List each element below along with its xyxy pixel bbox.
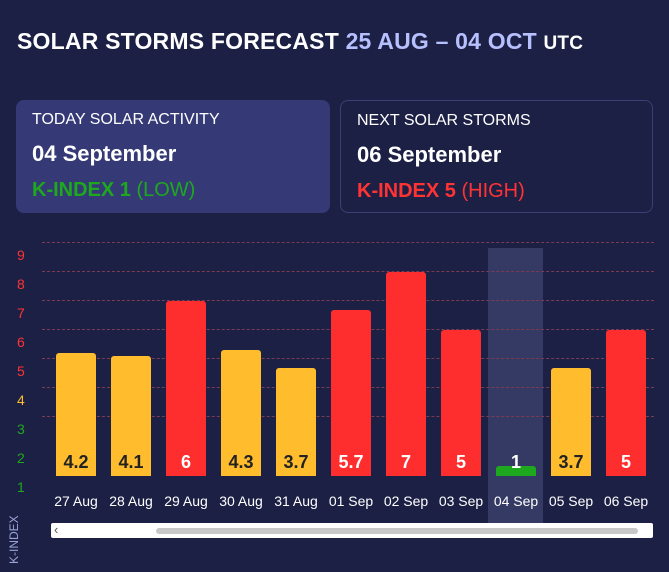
grid-line-8 [42,271,654,272]
bar-value-label: 6 [180,452,191,472]
x-tick-label: 06 Sep [603,493,649,509]
x-tick-label: 30 Aug [219,493,263,509]
x-tick-label: 27 Aug [54,493,98,509]
y-tick-6: 6 [17,334,25,350]
bar-02-sep[interactable] [386,272,426,476]
bar-value-label: 4.2 [63,452,89,472]
bar-value-label: 5.7 [338,452,364,472]
scroll-left-arrow-icon[interactable]: ‹ [54,522,59,537]
bar-28-aug[interactable] [111,356,151,476]
y-tick-4: 4 [17,392,25,408]
title-timezone: UTC [543,33,584,54]
bar-value-label: 3.7 [558,452,584,472]
today-card-date: 04 September [32,141,177,166]
bar-06-sep[interactable] [606,330,646,476]
x-tick-label: 28 Aug [109,493,153,509]
x-tick-label: 29 Aug [164,493,208,509]
bar-03-sep[interactable] [441,330,481,476]
y-axis-title: K-INDEX [7,515,21,564]
bar-value-label: 5 [620,452,631,472]
today-column-highlight [488,248,543,523]
y-tick-7: 7 [17,305,25,321]
y-tick-8: 8 [17,276,25,292]
next-kindex-level: (HIGH) [461,180,525,202]
next-kindex: K-INDEX 5 (HIGH) [357,180,636,203]
bar-31-aug[interactable] [276,367,316,476]
title-date-range: 25 AUG – 04 OCT [345,28,537,54]
today-activity-card: TODAY SOLAR ACTIVITY 04 September K-INDE… [16,100,330,213]
today-kindex-value: K-INDEX 1 [32,179,131,201]
today-kindex-level: (LOW) [136,179,196,201]
x-tick-label: 04 Sep [493,493,539,509]
bar-value-label: 3.7 [283,452,309,472]
scroll-thumb[interactable] [156,528,638,534]
bar-01-sep[interactable] [331,309,371,476]
bar-05-sep[interactable] [551,367,591,476]
bar-30-aug[interactable] [221,350,261,476]
x-tick-label: 01 Sep [328,493,374,509]
grid-line-7 [42,300,654,301]
y-tick-1: 1 [17,479,25,495]
x-tick-label: 31 Aug [274,493,318,509]
chart-horizontal-scrollbar[interactable]: ‹ [51,522,653,538]
next-card-label: NEXT SOLAR STORMS [357,112,531,129]
bar-value-label: 1 [510,452,521,472]
bar-value-label: 4.1 [118,452,144,472]
bar-04-sep[interactable] [496,466,536,476]
x-tick-label: 03 Sep [438,493,484,509]
y-tick-9: 9 [17,247,25,263]
grid-line-9 [42,242,654,243]
x-tick-label: 05 Sep [548,493,594,509]
y-tick-2: 2 [17,450,25,466]
next-storms-card: NEXT SOLAR STORMS 06 September K-INDEX 5… [340,100,653,213]
bar-27-aug[interactable] [56,353,96,476]
bar-value-label: 7 [400,452,411,472]
x-tick-label: 02 Sep [383,493,429,509]
today-kindex: K-INDEX 1 (LOW) [32,179,314,202]
next-card-date: 06 September [357,142,502,167]
y-tick-5: 5 [17,363,25,379]
next-kindex-value: K-INDEX 5 [357,180,456,202]
bar-29-aug[interactable] [166,301,206,476]
bar-value-label: 4.3 [228,452,254,472]
y-tick-3: 3 [17,421,25,437]
page-title: SOLAR STORMS FORECAST 25 AUG – 04 OCT UT… [17,28,583,55]
today-card-label: TODAY SOLAR ACTIVITY [32,111,220,128]
bar-value-label: 5 [455,452,466,472]
title-main: SOLAR STORMS FORECAST [17,28,339,54]
